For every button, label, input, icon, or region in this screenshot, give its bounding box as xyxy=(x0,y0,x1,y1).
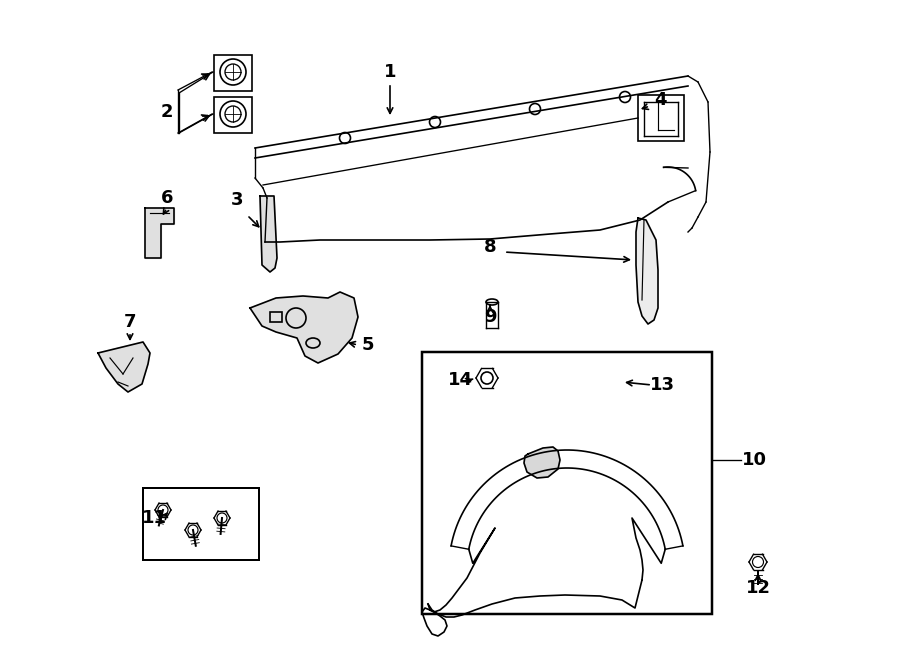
Text: 10: 10 xyxy=(742,451,767,469)
Text: 13: 13 xyxy=(650,376,674,394)
Text: 14: 14 xyxy=(447,371,473,389)
Bar xyxy=(638,95,684,141)
Bar xyxy=(214,97,252,133)
Polygon shape xyxy=(260,196,277,272)
Polygon shape xyxy=(250,292,358,363)
Text: 4: 4 xyxy=(653,91,666,109)
Polygon shape xyxy=(636,218,658,324)
Text: 2: 2 xyxy=(161,103,173,121)
Polygon shape xyxy=(98,342,150,392)
Bar xyxy=(214,55,252,91)
Polygon shape xyxy=(145,208,174,258)
Text: 9: 9 xyxy=(484,308,496,326)
Bar xyxy=(143,488,259,560)
Text: 12: 12 xyxy=(745,579,770,597)
Text: 5: 5 xyxy=(362,336,374,354)
Bar xyxy=(270,312,282,322)
Text: 7: 7 xyxy=(124,313,136,331)
Text: 6: 6 xyxy=(161,189,173,207)
Polygon shape xyxy=(524,447,560,478)
Text: 1: 1 xyxy=(383,63,396,81)
Bar xyxy=(422,352,712,614)
Text: 11: 11 xyxy=(141,509,166,527)
Text: 8: 8 xyxy=(483,238,496,256)
Text: 3: 3 xyxy=(230,191,243,209)
